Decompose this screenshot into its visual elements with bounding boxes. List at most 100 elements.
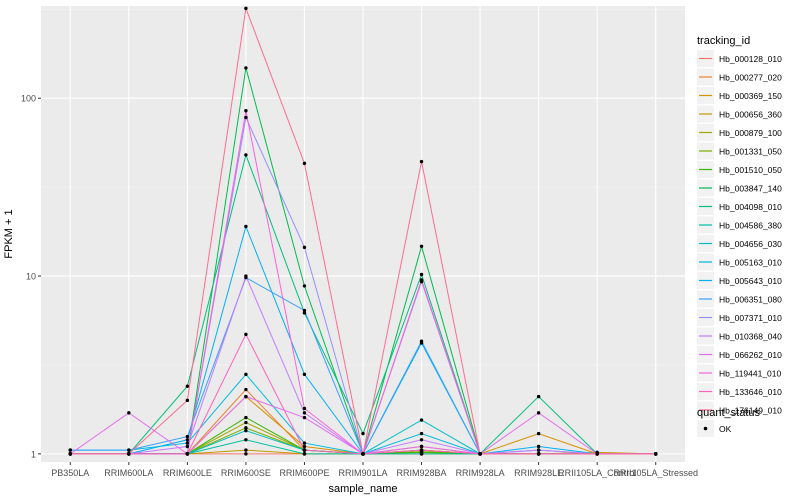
data-point bbox=[185, 434, 190, 439]
data-point bbox=[302, 161, 307, 166]
x-tick-label: RRII105LA_Stressed bbox=[613, 468, 698, 478]
legend-label-Hb_005163_010: Hb_005163_010 bbox=[719, 258, 782, 268]
data-point bbox=[536, 431, 541, 436]
data-point bbox=[244, 426, 248, 430]
data-point bbox=[127, 448, 131, 452]
data-point bbox=[185, 384, 190, 388]
data-point bbox=[244, 224, 248, 229]
data-point bbox=[244, 153, 248, 157]
data-point bbox=[244, 438, 248, 442]
legend-label-Hb_010368_040: Hb_010368_040 bbox=[719, 332, 782, 342]
data-point bbox=[419, 438, 424, 442]
data-point bbox=[302, 284, 307, 288]
data-point bbox=[302, 415, 307, 420]
x-tick-label: RRIM928LA bbox=[456, 468, 505, 478]
data-point bbox=[419, 452, 424, 456]
legend-point-entries: OK bbox=[697, 420, 732, 437]
data-point bbox=[244, 428, 248, 433]
data-point bbox=[244, 6, 248, 11]
data-point bbox=[244, 274, 248, 278]
legend-label-Hb_004656_030: Hb_004656_030 bbox=[719, 239, 782, 249]
data-point bbox=[68, 452, 72, 456]
x-tick-label: RRIM600PE bbox=[279, 468, 329, 478]
x-tick-label: RRIM600SE bbox=[221, 468, 271, 478]
data-point bbox=[244, 66, 248, 70]
legend-label-Hb_000656_360: Hb_000656_360 bbox=[719, 110, 782, 120]
y-tick-label: 10 bbox=[26, 272, 36, 282]
x-tick-label: RRIM600LE bbox=[163, 468, 212, 478]
legend-label-Hb_066262_010: Hb_066262_010 bbox=[719, 350, 782, 360]
y-tick-label: 100 bbox=[21, 94, 36, 104]
x-tick-label: RRII105LA_Control bbox=[558, 468, 636, 478]
data-point bbox=[244, 372, 248, 377]
legend-label-Hb_000879_100: Hb_000879_100 bbox=[719, 128, 782, 138]
data-point bbox=[536, 394, 541, 399]
legend-label-Hb_000369_150: Hb_000369_150 bbox=[719, 91, 782, 101]
data-point bbox=[244, 394, 248, 399]
data-point bbox=[244, 420, 248, 425]
legend-series-entries: Hb_000128_010 Hb_000277_020 Hb_000369_150 H… bbox=[697, 50, 782, 419]
data-point bbox=[244, 332, 248, 337]
legend: tracking_id Hb_000128_010Hb_000277_020Hb… bbox=[697, 35, 782, 437]
data-point bbox=[302, 308, 307, 313]
y-axis-title: FPKM + 1 bbox=[3, 209, 15, 258]
data-point bbox=[244, 452, 248, 456]
data-point bbox=[536, 448, 541, 452]
x-tick-label: PB350LA bbox=[51, 468, 89, 478]
x-tick-label: RRIM901LA bbox=[338, 468, 387, 478]
legend-key-point bbox=[703, 426, 708, 431]
data-points bbox=[68, 6, 658, 456]
data-point bbox=[244, 415, 248, 420]
data-point bbox=[127, 452, 131, 456]
data-point bbox=[244, 387, 248, 392]
x-axis-title: sample_name bbox=[328, 483, 397, 495]
data-point bbox=[244, 109, 248, 113]
y-tick-label: 1 bbox=[31, 449, 36, 459]
legend-label-Hb_005643_010: Hb_005643_010 bbox=[719, 276, 782, 286]
legend-label-Hb_000128_010: Hb_000128_010 bbox=[719, 54, 782, 64]
legend-label-Hb_004586_380: Hb_004586_380 bbox=[719, 221, 782, 231]
data-point bbox=[361, 431, 365, 436]
legend-title-quant-status: quant_status bbox=[697, 407, 760, 419]
data-point bbox=[302, 372, 307, 377]
data-point bbox=[419, 431, 424, 436]
legend-label-Hb_004098_010: Hb_004098_010 bbox=[719, 202, 782, 212]
legend-label-Hb_006351_080: Hb_006351_080 bbox=[719, 295, 782, 305]
data-point bbox=[654, 452, 658, 456]
grid-lines bbox=[41, 6, 685, 462]
data-point bbox=[536, 411, 541, 415]
data-point bbox=[419, 339, 424, 343]
data-point bbox=[419, 159, 424, 164]
data-point bbox=[302, 245, 307, 250]
x-axis: PB350LA RRIM600LA RRIM600LE RRIM600SE RRIM60… bbox=[51, 462, 698, 478]
data-point bbox=[419, 448, 424, 452]
data-point bbox=[419, 278, 424, 282]
data-point bbox=[302, 411, 307, 415]
data-point bbox=[302, 441, 307, 445]
data-point bbox=[185, 441, 190, 445]
data-point bbox=[185, 438, 190, 442]
data-point bbox=[419, 244, 424, 248]
legend-title-tracking-id: tracking_id bbox=[697, 35, 750, 47]
legend-label-Hb_007371_010: Hb_007371_010 bbox=[719, 313, 782, 323]
data-point bbox=[478, 452, 482, 456]
data-point bbox=[127, 411, 131, 415]
data-point bbox=[302, 448, 307, 452]
data-point bbox=[595, 452, 599, 456]
data-point bbox=[244, 448, 248, 452]
data-point bbox=[185, 452, 190, 456]
data-point bbox=[185, 444, 190, 449]
legend-label-Hb_001331_050: Hb_001331_050 bbox=[719, 147, 782, 157]
x-tick-label: RRIM600LA bbox=[104, 468, 153, 478]
legend-label-Hb_003847_140: Hb_003847_140 bbox=[719, 184, 782, 194]
data-point bbox=[185, 398, 190, 403]
data-point bbox=[419, 418, 424, 422]
data-point bbox=[68, 448, 72, 452]
data-point bbox=[361, 452, 365, 456]
data-point bbox=[302, 452, 307, 456]
data-point bbox=[244, 115, 248, 120]
x-tick-label: RRIM928LE bbox=[514, 468, 563, 478]
data-point bbox=[536, 452, 541, 456]
legend-label-Hb_119441_010: Hb_119441_010 bbox=[719, 369, 782, 379]
